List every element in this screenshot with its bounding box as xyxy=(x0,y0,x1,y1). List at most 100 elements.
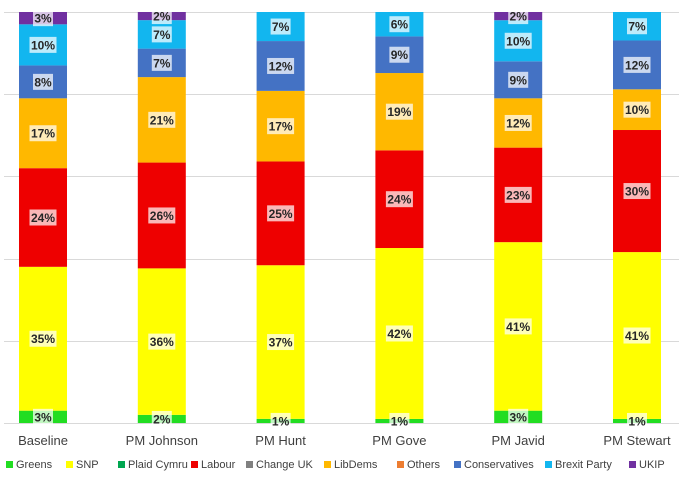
data-label-bg xyxy=(504,114,532,131)
legend-swatch-plaid-cymru xyxy=(118,461,125,468)
data-label-pm-javid-ukip: 2% xyxy=(510,10,528,24)
data-label-bg xyxy=(33,408,53,425)
data-label-bg xyxy=(29,209,57,226)
data-label-baseline-greens: 3% xyxy=(34,410,52,424)
data-label-bg xyxy=(623,327,651,344)
data-label-pm-javid-brexit-party: 10% xyxy=(506,34,530,48)
x-tick-label-baseline: Baseline xyxy=(18,433,68,448)
data-label-bg xyxy=(623,183,651,200)
data-label-bg xyxy=(151,26,172,43)
data-label-pm-johnson-brexit-party: 7% xyxy=(153,28,171,42)
data-label-bg xyxy=(267,57,295,74)
data-label-bg xyxy=(29,36,57,53)
data-label-baseline-ukip: 3% xyxy=(34,12,52,26)
legend-label-others: Others xyxy=(407,459,441,471)
data-label-pm-gove-brexit-party: 6% xyxy=(391,18,409,32)
data-label-pm-johnson-greens: 2% xyxy=(153,412,171,426)
legend-swatch-change-uk xyxy=(246,461,253,468)
x-tick-label-pm-johnson: PM Johnson xyxy=(126,433,198,448)
data-label-pm-stewart-conservatives: 12% xyxy=(625,58,649,72)
data-label-pm-gove-snp: 42% xyxy=(387,327,411,341)
legend-swatch-libdems xyxy=(324,461,331,468)
data-label-pm-gove-greens: 1% xyxy=(391,414,409,428)
data-label-baseline-libdems: 17% xyxy=(31,127,55,141)
legend-swatch-labour xyxy=(191,461,198,468)
data-label-bg xyxy=(270,412,291,429)
data-label-bg xyxy=(389,412,410,429)
legend-swatch-brexit-party xyxy=(545,461,552,468)
legend-swatch-conservatives xyxy=(454,461,461,468)
data-label-bg xyxy=(623,101,651,118)
data-label-bg xyxy=(267,334,295,351)
data-label-bg xyxy=(385,325,413,342)
data-label-bg xyxy=(151,54,172,71)
data-label-pm-javid-libdems: 12% xyxy=(506,116,530,130)
data-label-pm-hunt-greens: 1% xyxy=(272,414,290,428)
data-label-pm-stewart-libdems: 10% xyxy=(625,103,649,117)
data-label-bg xyxy=(385,191,413,208)
data-label-pm-javid-greens: 3% xyxy=(510,410,528,424)
data-label-bg xyxy=(385,103,413,120)
data-label-pm-gove-conservatives: 9% xyxy=(391,48,409,62)
legend-label-greens: Greens xyxy=(16,459,53,471)
data-label-baseline-snp: 35% xyxy=(31,332,55,346)
data-label-bg xyxy=(33,10,53,27)
legend-label-ukip: UKIP xyxy=(639,459,665,471)
data-label-pm-johnson-ukip: 2% xyxy=(153,10,171,24)
data-label-bg xyxy=(627,18,647,35)
data-label-pm-javid-conservatives: 9% xyxy=(510,73,528,87)
data-label-pm-johnson-conservatives: 7% xyxy=(153,56,171,70)
legend-swatch-snp xyxy=(66,461,73,468)
data-label-bg xyxy=(151,8,172,25)
gridlines xyxy=(4,12,679,424)
data-label-pm-hunt-conservatives: 12% xyxy=(269,59,293,73)
legend-swatch-ukip xyxy=(629,461,636,468)
legend-swatch-others xyxy=(397,461,404,468)
data-label-bg xyxy=(270,18,291,35)
data-label-pm-johnson-snp: 36% xyxy=(150,335,174,349)
data-label-pm-johnson-libdems: 21% xyxy=(150,113,174,127)
data-label-bg xyxy=(627,412,647,429)
x-tick-label-pm-javid: PM Javid xyxy=(491,433,544,448)
legend-label-plaid-cymru: Plaid Cymru xyxy=(128,459,188,471)
data-label-baseline-labour: 24% xyxy=(31,211,55,225)
legend-label-conservatives: Conservatives xyxy=(464,459,534,471)
data-label-bg xyxy=(508,71,529,88)
data-label-bg xyxy=(267,205,295,222)
data-label-pm-javid-snp: 41% xyxy=(506,320,530,334)
data-labels: 3% 35% 24% 17% 8% 10% 3% 2% 36% 26% 21% 7% 7% 2% 1% 37%… xyxy=(29,8,651,429)
data-label-pm-hunt-labour: 25% xyxy=(269,207,293,221)
data-label-pm-gove-libdems: 19% xyxy=(387,105,411,119)
data-label-bg xyxy=(623,56,651,73)
data-label-bg xyxy=(33,73,53,90)
data-label-pm-hunt-libdems: 17% xyxy=(269,120,293,134)
legend-swatch-greens xyxy=(6,461,13,468)
legend-label-brexit-party: Brexit Party xyxy=(555,459,612,471)
data-label-bg xyxy=(504,318,532,335)
data-label-bg xyxy=(148,333,176,350)
legend: Greens SNP Plaid Cymru Labour Change UK LibDe… xyxy=(6,459,665,471)
data-label-bg xyxy=(504,186,532,203)
x-tick-label-pm-hunt: PM Hunt xyxy=(255,433,306,448)
bars xyxy=(19,12,661,423)
x-tick-label-pm-gove: PM Gove xyxy=(372,433,426,448)
data-label-pm-gove-labour: 24% xyxy=(387,193,411,207)
data-label-bg xyxy=(148,111,176,128)
data-label-pm-stewart-greens: 1% xyxy=(628,414,646,428)
data-label-bg xyxy=(29,125,57,142)
data-label-pm-stewart-brexit-party: 7% xyxy=(628,20,646,34)
data-label-bg xyxy=(267,118,295,135)
x-axis: Baseline PM Johnson PM Hunt PM Gove PM Javid… xyxy=(18,433,671,448)
data-label-pm-johnson-labour: 26% xyxy=(150,209,174,223)
data-label-pm-javid-labour: 23% xyxy=(506,188,530,202)
data-label-bg xyxy=(508,408,529,425)
data-label-baseline-brexit-party: 10% xyxy=(31,38,55,52)
data-label-pm-hunt-snp: 37% xyxy=(269,336,293,350)
data-label-bg xyxy=(151,410,172,427)
data-label-bg xyxy=(29,330,57,347)
data-label-pm-stewart-labour: 30% xyxy=(625,185,649,199)
legend-label-libdems: LibDems xyxy=(334,459,378,471)
data-label-pm-stewart-snp: 41% xyxy=(625,329,649,343)
data-label-bg xyxy=(389,46,410,63)
